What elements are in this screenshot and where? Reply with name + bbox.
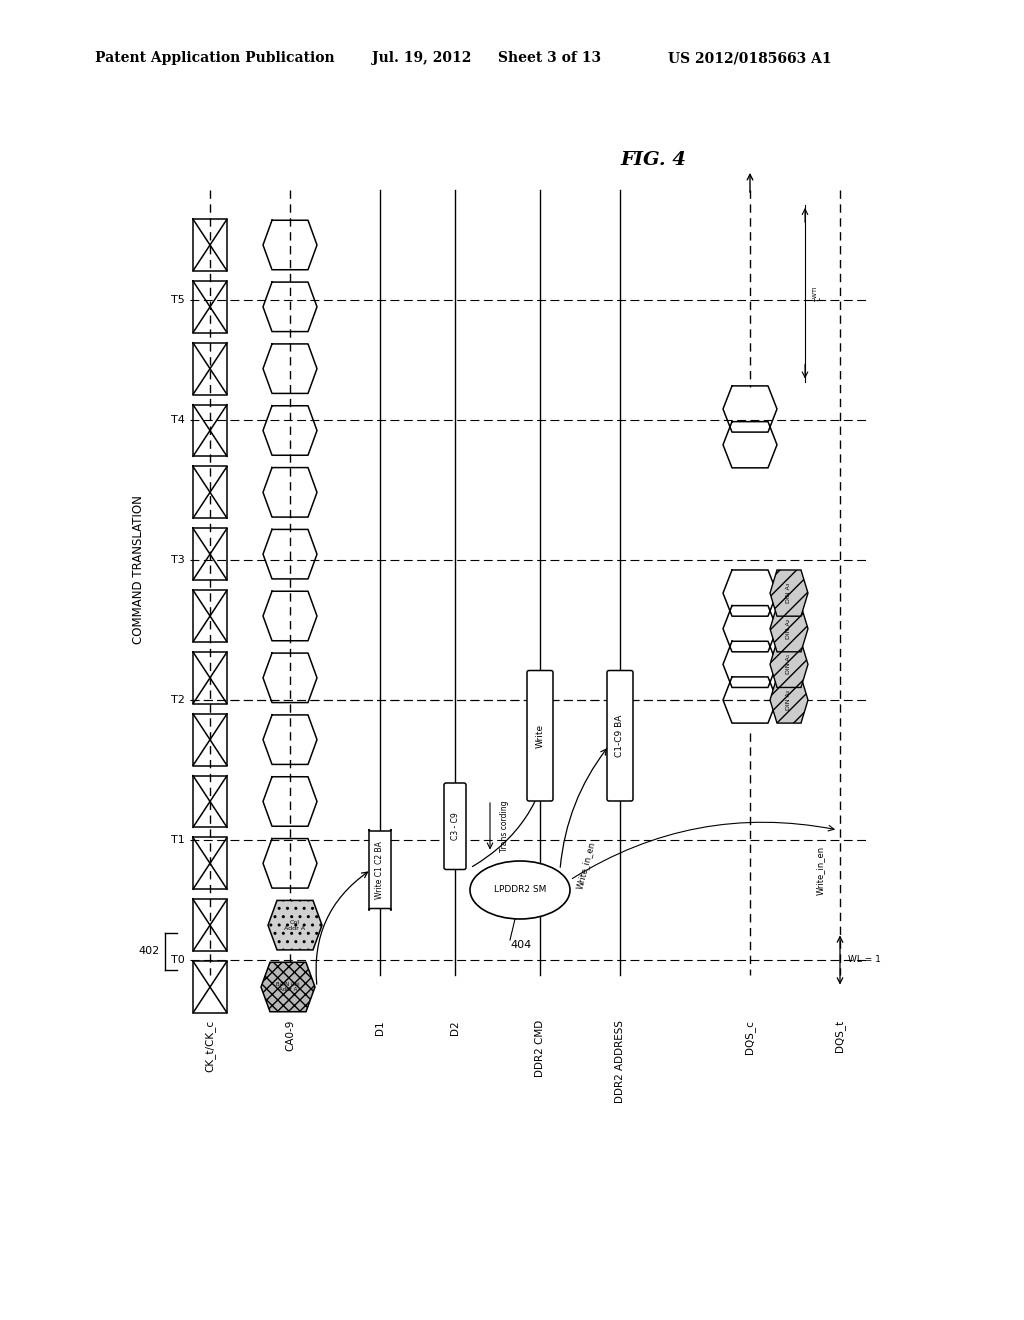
Text: CA0-9: CA0-9 — [285, 1020, 295, 1051]
Text: Write: Write — [536, 723, 545, 748]
Text: Write_in_en: Write_in_en — [575, 840, 596, 890]
Text: D1: D1 — [375, 1020, 385, 1035]
Text: COMMAND TRANSLATION: COMMAND TRANSLATION — [131, 495, 144, 644]
Polygon shape — [770, 606, 808, 652]
Text: T0: T0 — [171, 954, 185, 965]
Text: tᵂᵀᴵ: tᵂᵀᴵ — [813, 285, 823, 301]
Text: DIN A₁: DIN A₁ — [786, 655, 792, 675]
Ellipse shape — [470, 861, 570, 919]
Text: T5: T5 — [171, 294, 185, 305]
Text: DDR2 ADDRESS: DDR2 ADDRESS — [615, 1020, 625, 1104]
Text: LPDDR2 SM: LPDDR2 SM — [494, 886, 546, 895]
Text: WL = 1: WL = 1 — [848, 956, 881, 965]
FancyBboxPatch shape — [444, 783, 466, 870]
Text: T3: T3 — [171, 554, 185, 565]
Text: BA N Col
Addr A: BA N Col Addr A — [276, 982, 300, 993]
Text: T4: T4 — [171, 414, 185, 425]
Text: US 2012/0185663 A1: US 2012/0185663 A1 — [668, 51, 831, 65]
Text: Patent Application Publication: Patent Application Publication — [95, 51, 335, 65]
Polygon shape — [770, 677, 808, 723]
Text: Sheet 3 of 13: Sheet 3 of 13 — [498, 51, 601, 65]
Polygon shape — [268, 900, 322, 950]
Polygon shape — [770, 570, 808, 616]
FancyBboxPatch shape — [607, 671, 633, 801]
Text: 404: 404 — [510, 940, 531, 950]
Text: DDR2 CMD: DDR2 CMD — [535, 1020, 545, 1077]
Text: C3 - C9: C3 - C9 — [451, 812, 460, 840]
Text: DIN A₀: DIN A₀ — [786, 690, 792, 710]
Text: DQS_t: DQS_t — [835, 1020, 846, 1052]
Text: T2: T2 — [171, 696, 185, 705]
Text: Trans cording: Trans cording — [500, 800, 509, 851]
Text: Jul. 19, 2012: Jul. 19, 2012 — [372, 51, 471, 65]
Text: Write C1 C2 BA: Write C1 C2 BA — [376, 841, 384, 899]
Text: 402: 402 — [138, 946, 160, 956]
Text: C1-C9 BA: C1-C9 BA — [615, 714, 625, 756]
Text: FIG. 4: FIG. 4 — [620, 150, 686, 169]
Text: Col
Addr A: Col Addr A — [285, 920, 305, 931]
Text: DIN A₃: DIN A₃ — [786, 583, 792, 603]
Text: D2: D2 — [450, 1020, 460, 1035]
FancyBboxPatch shape — [369, 829, 391, 911]
Polygon shape — [770, 642, 808, 688]
Polygon shape — [261, 962, 315, 1011]
Text: CK_t/CK_c: CK_t/CK_c — [205, 1020, 215, 1072]
Text: DQS_c: DQS_c — [744, 1020, 756, 1053]
Text: T1: T1 — [171, 836, 185, 845]
FancyBboxPatch shape — [527, 671, 553, 801]
Text: Write_in_en: Write_in_en — [816, 845, 825, 895]
Text: DIN A₂: DIN A₂ — [786, 619, 792, 639]
